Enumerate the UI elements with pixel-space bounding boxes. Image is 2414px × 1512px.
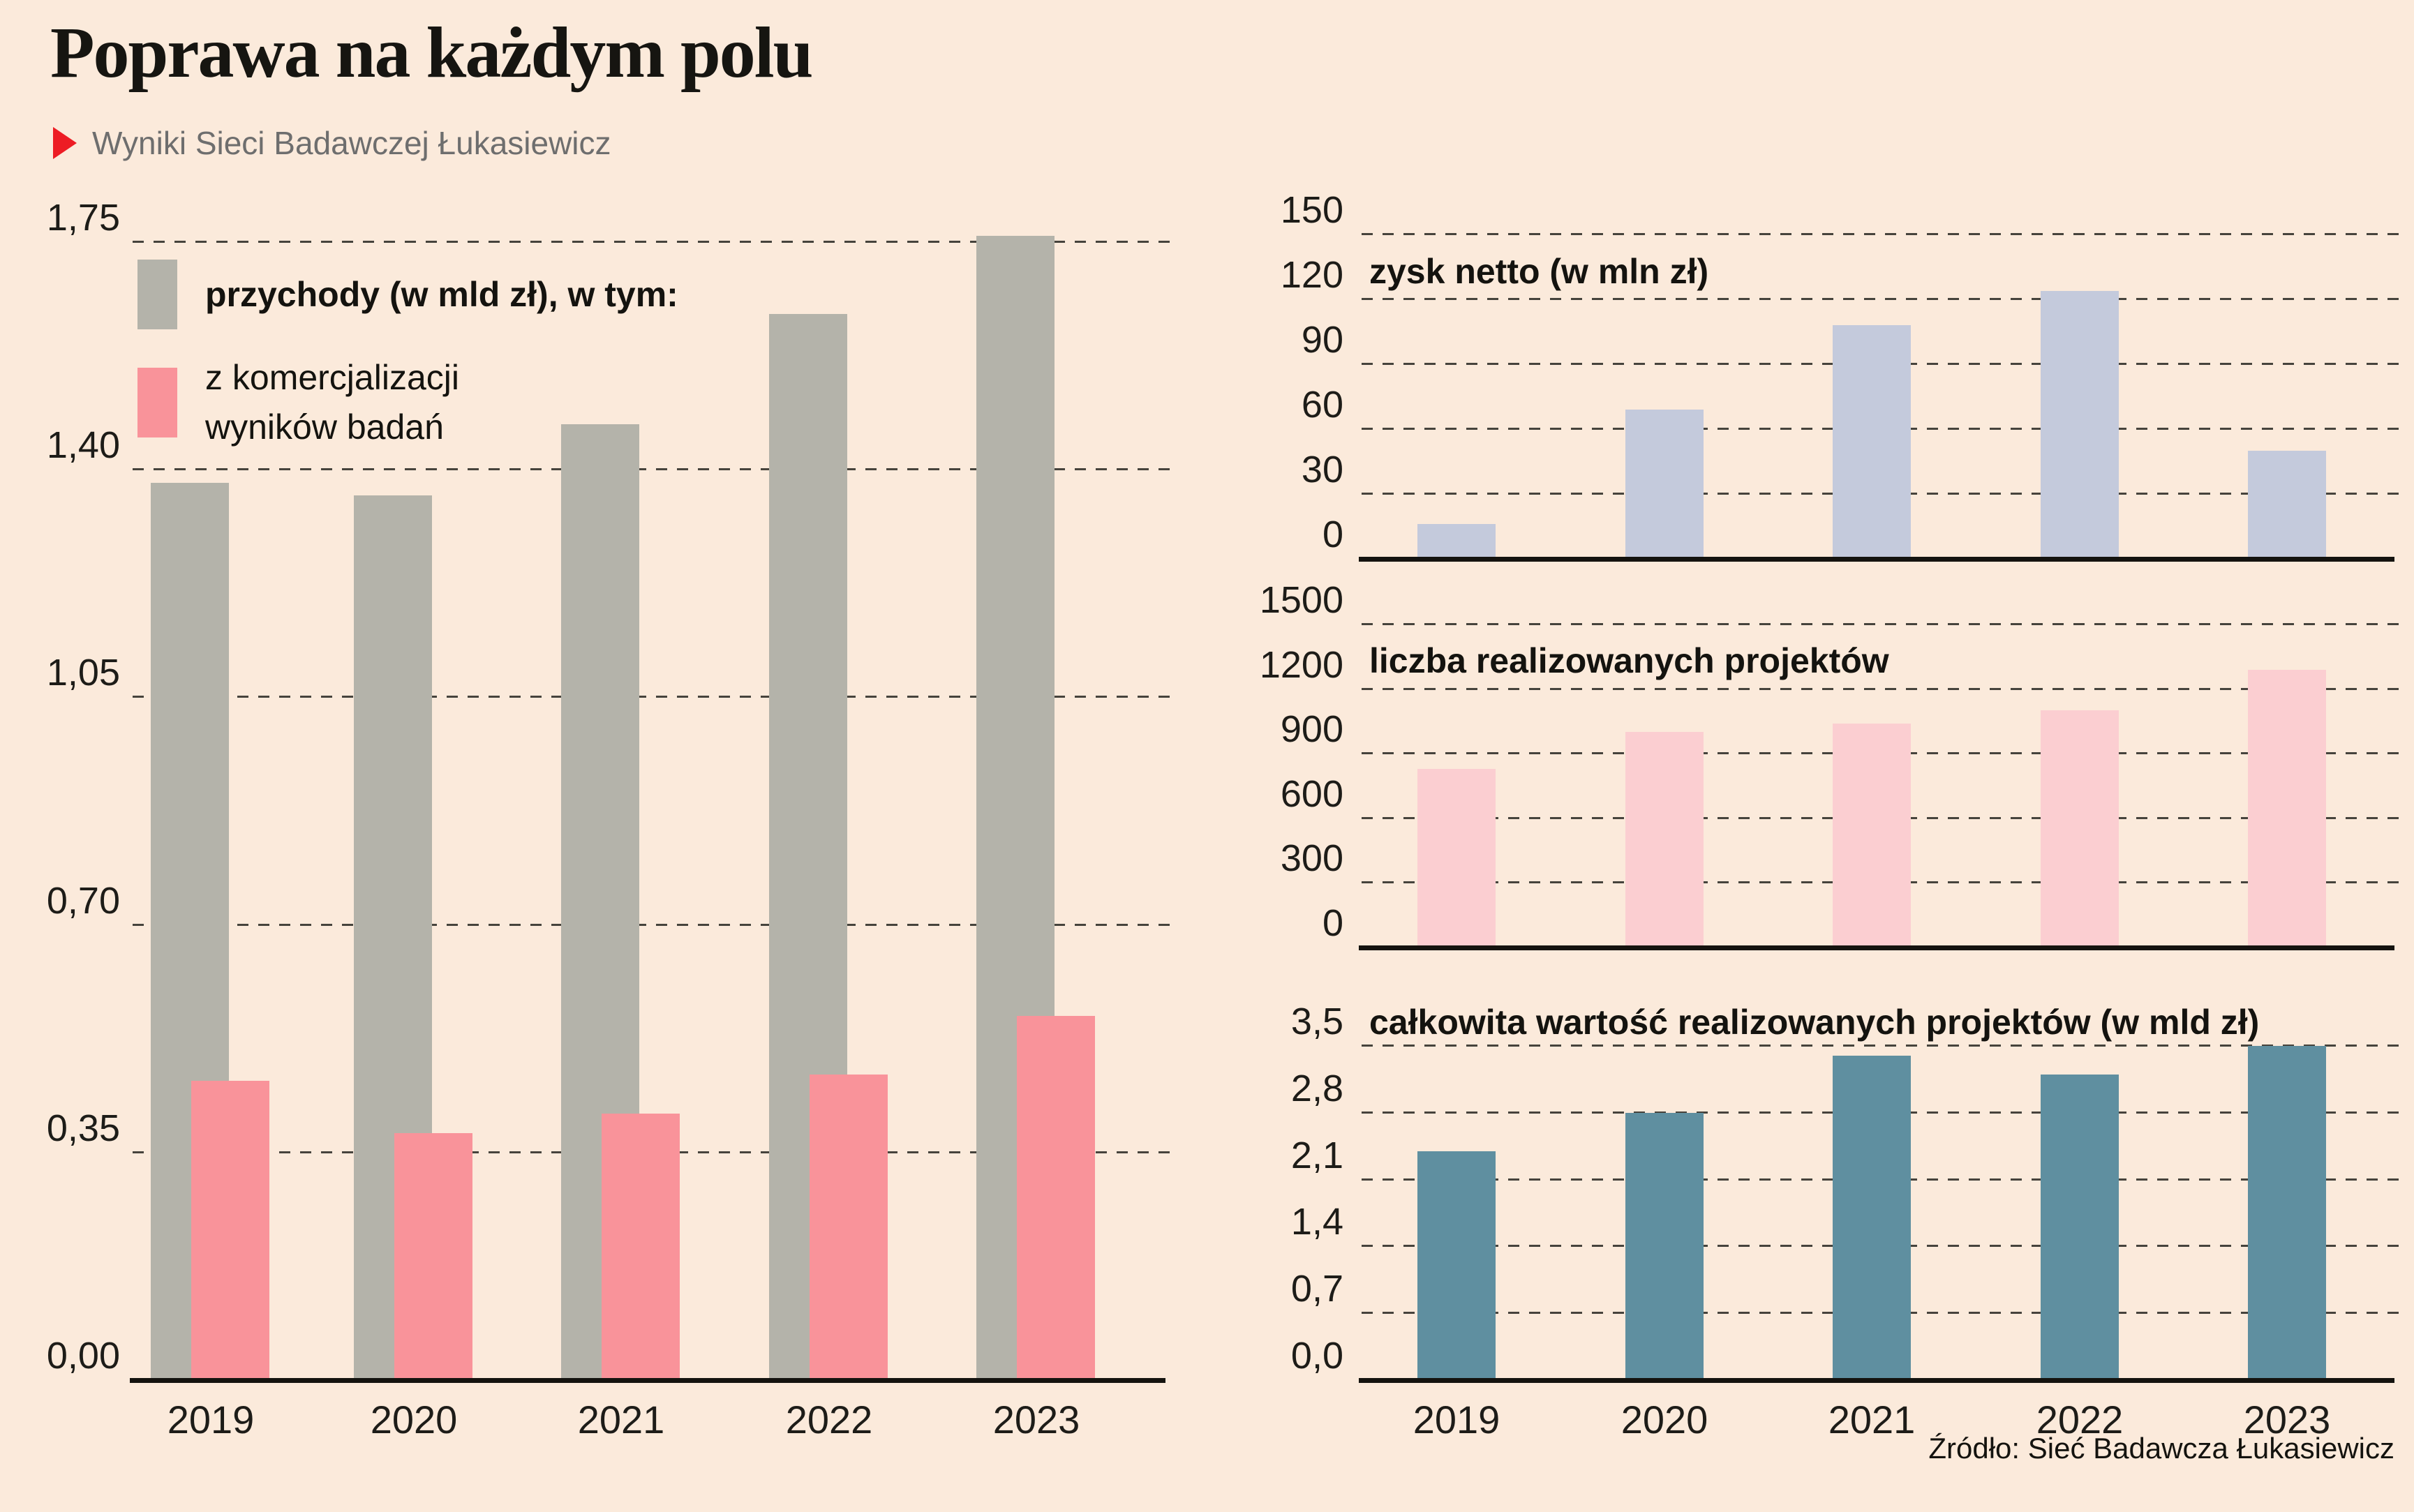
bar-count-2023: [2248, 670, 2326, 948]
bar-count-2019: [1417, 769, 1496, 948]
y-tick-value-2,8: 2,8: [1290, 1067, 1343, 1109]
y-tick-revenue-0,00: 0,00: [46, 1335, 120, 1377]
y-axis-ticks-revenue: 1,75 1,40 1,05 0,70 0,35 0,00: [20, 199, 120, 1380]
x-label-value-2023: 2023: [2243, 1398, 2331, 1442]
y-tick-count-0: 0: [1322, 902, 1343, 944]
bar-revenue-2020-series2: [394, 1133, 472, 1380]
y-tick-revenue-1,40: 1,40: [46, 424, 120, 467]
gridline-revenue-0,70: [133, 923, 1171, 926]
gridline-net-150: [1362, 233, 2400, 235]
x-axis-labels-revenue: 2019 2020 2021 2022 2023: [133, 1397, 1160, 1446]
bar-value-2023: [2248, 1046, 2326, 1380]
x-label-revenue-2020: 2020: [370, 1398, 458, 1442]
y-tick-count-900: 900: [1280, 708, 1343, 751]
legend-label-komercjalizacja: z komercjalizacji wyników badań: [205, 358, 459, 447]
y-tick-value-3,5: 3,5: [1290, 1001, 1343, 1042]
bar-net-2022: [2041, 291, 2119, 559]
x-label-value-2020: 2020: [1620, 1398, 1708, 1442]
plot-area-project-value: [1362, 1045, 2400, 1380]
x-axis-line-net-profit: [1359, 557, 2394, 562]
x-label-value-2022: 2022: [2036, 1398, 2124, 1442]
x-axis-line-project-value: [1359, 1378, 2394, 1383]
y-tick-revenue-0,35: 0,35: [46, 1107, 120, 1149]
plot-area-net-profit: [1362, 233, 2400, 559]
gridline-revenue-1,75: [133, 241, 1171, 243]
y-tick-net-0: 0: [1322, 514, 1343, 555]
legend-item-komercjalizacja: z komercjalizacji wyników badań: [137, 353, 533, 452]
subtitle-text: Wyniki Sieci Badawczej Łukasiewicz: [92, 125, 611, 161]
y-tick-net-150: 150: [1280, 189, 1343, 231]
y-tick-count-600: 600: [1280, 772, 1343, 815]
gridline-revenue-1,40: [133, 468, 1171, 471]
y-tick-revenue-1,05: 1,05: [46, 652, 120, 694]
y-tick-count-300: 300: [1280, 837, 1343, 880]
y-tick-count-1200: 1200: [1259, 643, 1343, 686]
gridline-count-1500: [1362, 623, 2400, 625]
x-label-revenue-2019: 2019: [167, 1398, 255, 1442]
legend-swatch-przychody: [137, 260, 177, 329]
bar-value-2022: [2041, 1075, 2119, 1380]
bar-revenue-2022-series2: [810, 1075, 888, 1380]
gridline-revenue-1,05: [133, 696, 1171, 698]
y-axis-ticks-project-count: 1500 1200 900 600 300 0: [1179, 581, 1343, 948]
bar-value-2021: [1833, 1056, 1911, 1380]
x-label-revenue-2023: 2023: [992, 1398, 1080, 1442]
gridline-value-3,5: [1362, 1045, 2400, 1047]
page-title: Poprawa na każdym polu: [50, 13, 814, 93]
bar-revenue-2021-series2: [602, 1114, 680, 1380]
plot-area-project-count: [1362, 623, 2400, 948]
y-tick-revenue-1,75: 1,75: [46, 197, 120, 239]
y-tick-revenue-0,70: 0,70: [46, 879, 120, 922]
y-axis-ticks-project-value: 3,5 2,8 2,1 1,4 0,7 0,0: [1179, 1003, 1343, 1380]
gridline-count-1200: [1362, 687, 2400, 690]
chart-title-net-profit: zysk netto (w mln zł): [1369, 252, 1709, 291]
y-tick-net-90: 90: [1301, 319, 1343, 361]
y-tick-count-1500: 1500: [1259, 579, 1343, 621]
bar-count-2022: [2041, 710, 2119, 948]
x-axis-line-revenue: [130, 1378, 1165, 1383]
bar-net-2021: [1833, 325, 1911, 559]
bar-revenue-2019-series2: [191, 1081, 269, 1380]
y-tick-net-120: 120: [1280, 254, 1343, 296]
y-tick-value-0,7: 0,7: [1290, 1268, 1343, 1310]
x-label-value-2019: 2019: [1413, 1398, 1500, 1442]
x-axis-labels-project-value: 2019 2020 2021 2022 2023: [1362, 1397, 2389, 1446]
bullet-triangle-icon: [53, 127, 77, 159]
y-tick-net-30: 30: [1301, 449, 1343, 491]
gridline-net-120: [1362, 298, 2400, 300]
y-tick-value-1,4: 1,4: [1290, 1201, 1343, 1243]
x-axis-line-project-count: [1359, 945, 2394, 950]
legend-item-przychody: przychody (w mld zł), w tym:: [137, 260, 678, 329]
chart-title-project-count: liczba realizowanych projektów: [1369, 641, 1889, 680]
source-note: Źródło: Sieć Badawcza Łukasiewicz: [1928, 1432, 2394, 1465]
bar-revenue-2023-series2: [1017, 1016, 1095, 1380]
bar-value-2019: [1417, 1151, 1496, 1380]
x-label-value-2021: 2021: [1828, 1398, 1916, 1442]
x-label-revenue-2021: 2021: [577, 1398, 665, 1442]
bar-count-2021: [1833, 724, 1911, 948]
legend-label-przychody: przychody (w mld zł), w tym:: [205, 274, 678, 314]
y-axis-ticks-net-profit: 150 120 90 60 30 0: [1179, 191, 1343, 559]
bar-net-2023: [2248, 451, 2326, 559]
x-label-revenue-2022: 2022: [785, 1398, 873, 1442]
legend-swatch-komercjalizacja: [137, 368, 177, 437]
y-tick-value-2,1: 2,1: [1290, 1134, 1343, 1176]
chart-title-project-value: całkowita wartość realizowanych projektó…: [1369, 1003, 2260, 1042]
bar-net-2019: [1417, 524, 1496, 559]
y-tick-value-0,0: 0,0: [1290, 1335, 1343, 1377]
plot-area-revenue: [133, 209, 1171, 1380]
bar-net-2020: [1625, 410, 1704, 559]
subtitle: Wyniki Sieci Badawczej Łukasiewicz: [53, 124, 611, 162]
y-tick-net-60: 60: [1301, 384, 1343, 426]
bar-count-2020: [1625, 732, 1704, 948]
bar-value-2020: [1625, 1113, 1704, 1380]
